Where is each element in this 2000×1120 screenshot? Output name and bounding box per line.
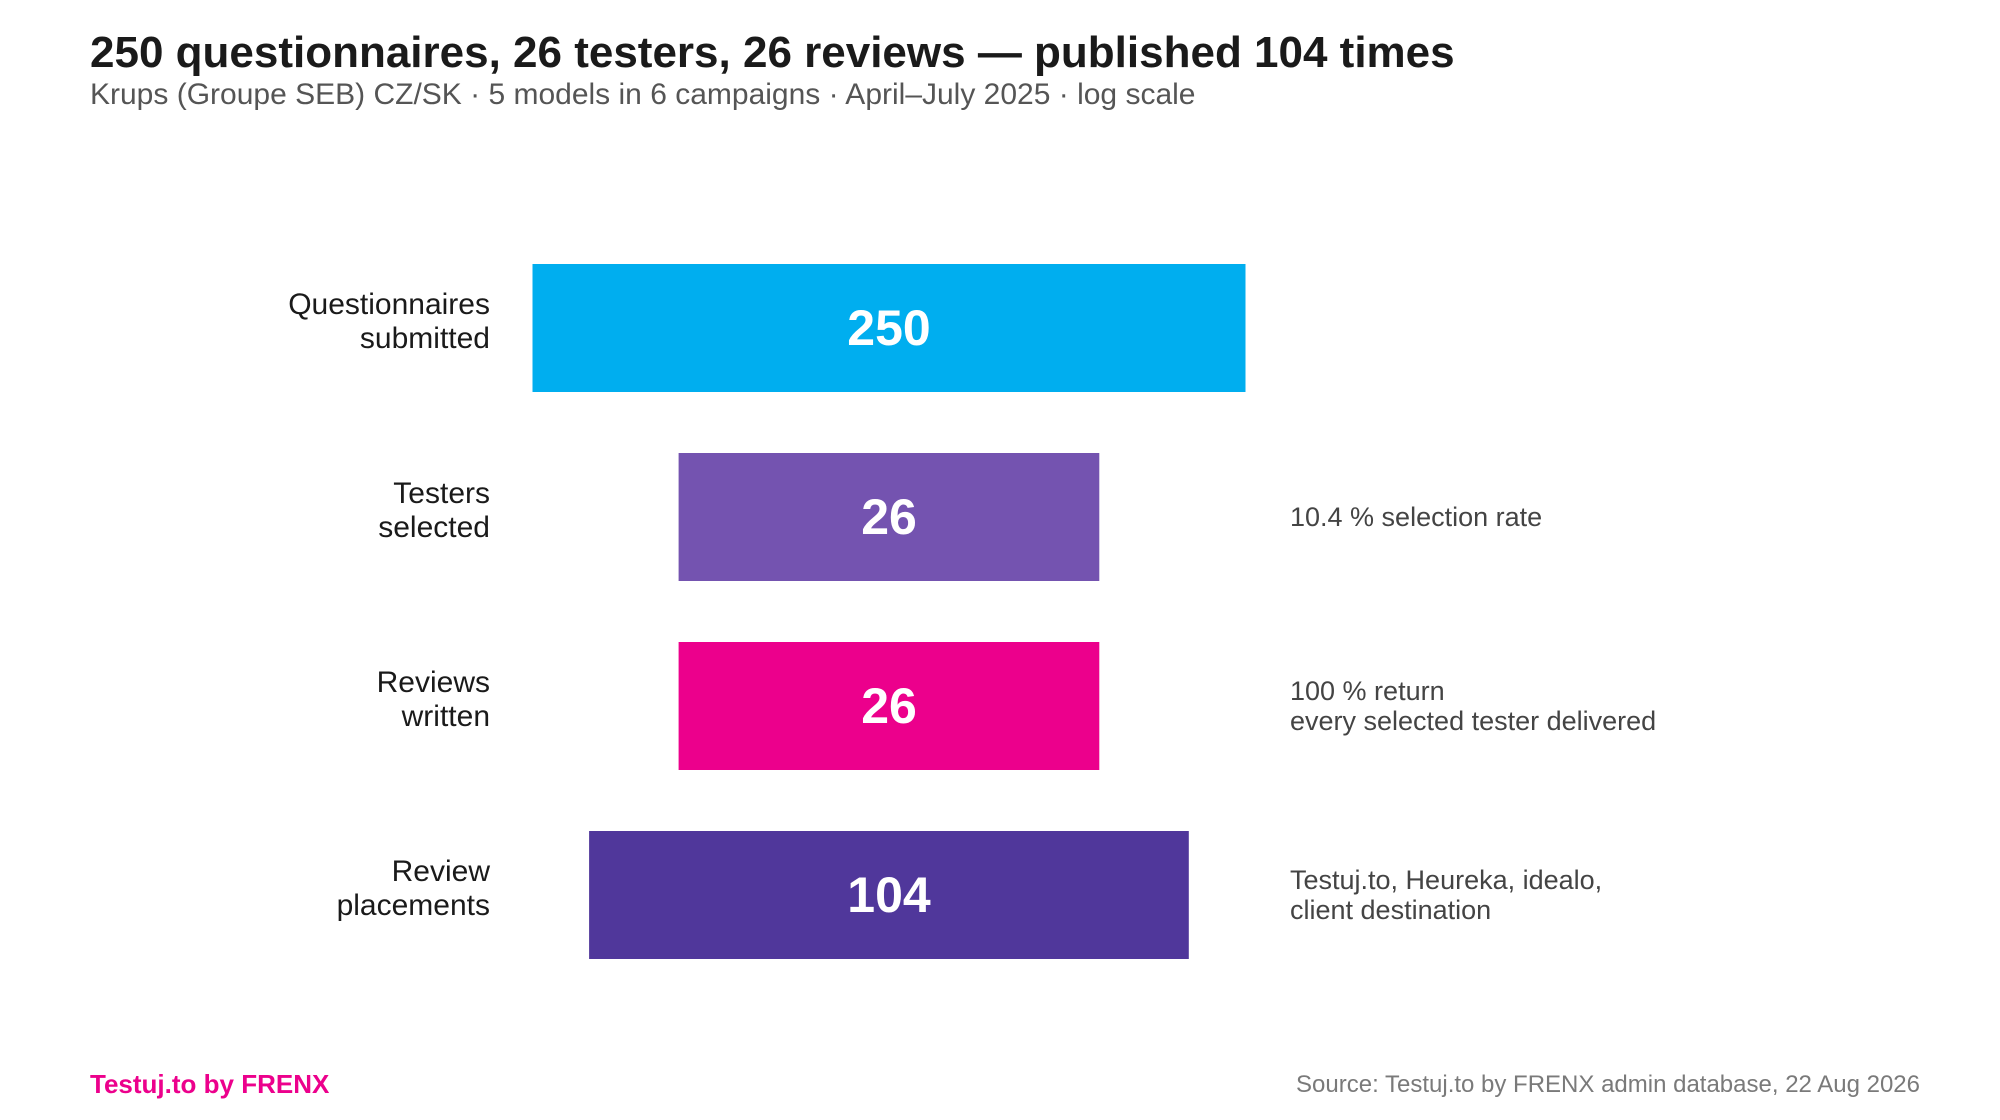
chart-subtitle: Krups (Groupe SEB) CZ/SK · 5 models in 6…	[90, 78, 1196, 111]
stage-label-line: Questionnaires	[288, 288, 490, 321]
stage-label: Review placements	[337, 855, 491, 922]
funnel-bar	[589, 831, 1189, 959]
funnel-bar	[678, 453, 1100, 581]
bar-value-label: 104	[847, 867, 931, 923]
brand-logo-text[interactable]: Testuj.to by FRENX	[90, 1069, 330, 1099]
stage-label-line: Review	[392, 855, 491, 888]
stage-label-line: Reviews	[377, 666, 490, 699]
funnel-bar	[678, 642, 1100, 770]
stage-annotation: Testuj.to, Heureka, idealo, client destin…	[1290, 865, 1602, 925]
bar-value-label: 26	[861, 678, 917, 734]
stage-annotation-line: Testuj.to, Heureka, idealo,	[1290, 865, 1602, 895]
stage-label-line: Testers	[393, 477, 490, 510]
stage-label: Testers selected	[378, 477, 490, 544]
stage-label: Questionnaires submitted	[288, 288, 490, 355]
stage-annotation-line: 10.4 % selection rate	[1290, 502, 1542, 532]
funnel-bar	[532, 264, 1246, 392]
stage-annotation-line: client destination	[1290, 895, 1491, 925]
stage-annotation-line: 100 % return	[1290, 676, 1445, 706]
stage-label-line: submitted	[360, 322, 490, 355]
stage-label-line: written	[401, 700, 490, 733]
stage-label-line: selected	[378, 511, 490, 544]
stage-annotation: 100 % return every selected tester delive…	[1290, 676, 1656, 736]
stage-annotation: 10.4 % selection rate	[1290, 502, 1542, 532]
stage-label: Reviews written	[377, 666, 490, 733]
source-note: Source: Testuj.to by FRENX admin databas…	[1296, 1071, 1920, 1098]
stage-label-line: placements	[337, 889, 490, 922]
chart-title: 250 questionnaires, 26 testers, 26 revie…	[90, 28, 1455, 77]
bar-value-label: 26	[861, 489, 917, 545]
bar-value-label: 250	[847, 300, 930, 356]
stage-annotation-line: every selected tester delivered	[1290, 706, 1656, 736]
